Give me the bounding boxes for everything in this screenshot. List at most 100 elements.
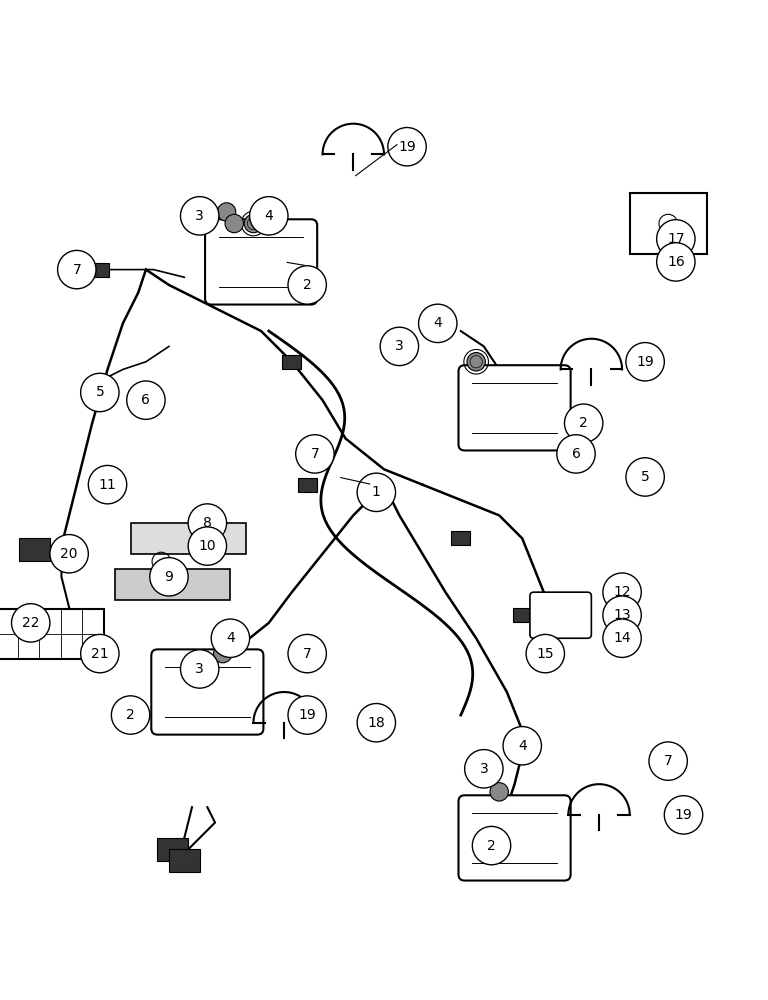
Bar bbox=[169, 849, 200, 872]
Bar bbox=[366, 708, 386, 722]
Text: 9: 9 bbox=[164, 570, 174, 584]
Bar bbox=[0, 609, 104, 659]
Text: 22: 22 bbox=[22, 616, 39, 630]
Circle shape bbox=[250, 197, 288, 235]
Circle shape bbox=[603, 619, 641, 657]
Circle shape bbox=[188, 527, 227, 565]
Text: 14: 14 bbox=[614, 631, 631, 645]
Polygon shape bbox=[131, 523, 246, 554]
Text: 3: 3 bbox=[479, 762, 488, 776]
FancyBboxPatch shape bbox=[530, 592, 591, 638]
Circle shape bbox=[490, 783, 508, 801]
Bar bbox=[283, 355, 302, 369]
Circle shape bbox=[88, 465, 127, 504]
Text: 20: 20 bbox=[61, 547, 78, 561]
Text: 6: 6 bbox=[571, 447, 581, 461]
Text: 18: 18 bbox=[367, 716, 386, 730]
Circle shape bbox=[657, 220, 695, 258]
FancyBboxPatch shape bbox=[151, 649, 263, 735]
Text: 2: 2 bbox=[487, 839, 496, 853]
Circle shape bbox=[81, 373, 119, 412]
Circle shape bbox=[244, 214, 263, 233]
Circle shape bbox=[214, 644, 232, 663]
Text: 5: 5 bbox=[641, 470, 650, 484]
Circle shape bbox=[557, 435, 595, 473]
Text: 19: 19 bbox=[298, 708, 316, 722]
Circle shape bbox=[472, 826, 511, 865]
Bar bbox=[513, 608, 532, 622]
Circle shape bbox=[664, 796, 703, 834]
Text: 3: 3 bbox=[195, 662, 204, 676]
Text: 5: 5 bbox=[95, 385, 104, 399]
Text: 4: 4 bbox=[226, 631, 235, 645]
Circle shape bbox=[503, 727, 541, 765]
FancyBboxPatch shape bbox=[458, 365, 571, 450]
Text: 15: 15 bbox=[537, 647, 554, 661]
Circle shape bbox=[150, 558, 188, 596]
Circle shape bbox=[217, 203, 236, 221]
Circle shape bbox=[626, 343, 664, 381]
Text: 19: 19 bbox=[398, 140, 416, 154]
Text: 3: 3 bbox=[195, 209, 204, 223]
Text: 7: 7 bbox=[72, 263, 81, 277]
Circle shape bbox=[388, 128, 426, 166]
Circle shape bbox=[357, 704, 396, 742]
Circle shape bbox=[380, 327, 419, 366]
Circle shape bbox=[81, 634, 119, 673]
Circle shape bbox=[649, 742, 687, 780]
Text: 13: 13 bbox=[614, 608, 631, 622]
Bar bbox=[452, 531, 470, 545]
Circle shape bbox=[288, 266, 326, 304]
Bar bbox=[298, 478, 317, 492]
Circle shape bbox=[419, 304, 457, 343]
Circle shape bbox=[564, 404, 603, 442]
Circle shape bbox=[111, 696, 150, 734]
Circle shape bbox=[211, 619, 250, 657]
Text: 2: 2 bbox=[126, 708, 135, 722]
Text: 7: 7 bbox=[664, 754, 673, 768]
Text: 4: 4 bbox=[264, 209, 273, 223]
Circle shape bbox=[288, 634, 326, 673]
Bar bbox=[19, 538, 50, 561]
Circle shape bbox=[296, 435, 334, 473]
Circle shape bbox=[357, 473, 396, 512]
FancyBboxPatch shape bbox=[458, 795, 571, 881]
Text: 10: 10 bbox=[199, 539, 216, 553]
Bar bbox=[91, 263, 110, 277]
Text: 19: 19 bbox=[674, 808, 693, 822]
Circle shape bbox=[188, 504, 227, 542]
Text: 11: 11 bbox=[98, 478, 117, 492]
Circle shape bbox=[626, 458, 664, 496]
FancyBboxPatch shape bbox=[205, 219, 317, 305]
Circle shape bbox=[467, 353, 485, 371]
Polygon shape bbox=[115, 569, 230, 600]
Text: 19: 19 bbox=[636, 355, 654, 369]
Text: 17: 17 bbox=[667, 232, 684, 246]
Circle shape bbox=[657, 243, 695, 281]
Text: 4: 4 bbox=[433, 316, 442, 330]
Bar bbox=[630, 193, 707, 254]
Circle shape bbox=[180, 197, 219, 235]
Text: 21: 21 bbox=[91, 647, 108, 661]
Circle shape bbox=[603, 573, 641, 611]
Text: 7: 7 bbox=[310, 447, 319, 461]
Text: 4: 4 bbox=[518, 739, 527, 753]
Text: 16: 16 bbox=[667, 255, 685, 269]
Text: 3: 3 bbox=[395, 339, 404, 353]
Circle shape bbox=[603, 596, 641, 634]
Text: 1: 1 bbox=[372, 485, 381, 499]
Circle shape bbox=[288, 696, 326, 734]
Circle shape bbox=[225, 214, 243, 233]
Text: 12: 12 bbox=[614, 585, 631, 599]
Text: 8: 8 bbox=[203, 516, 212, 530]
Circle shape bbox=[127, 381, 165, 419]
Text: 7: 7 bbox=[303, 647, 312, 661]
Circle shape bbox=[526, 634, 564, 673]
Circle shape bbox=[465, 750, 503, 788]
Circle shape bbox=[12, 604, 50, 642]
Circle shape bbox=[180, 650, 219, 688]
Circle shape bbox=[50, 535, 88, 573]
Text: 6: 6 bbox=[141, 393, 151, 407]
Text: 2: 2 bbox=[303, 278, 312, 292]
Text: 2: 2 bbox=[579, 416, 588, 430]
